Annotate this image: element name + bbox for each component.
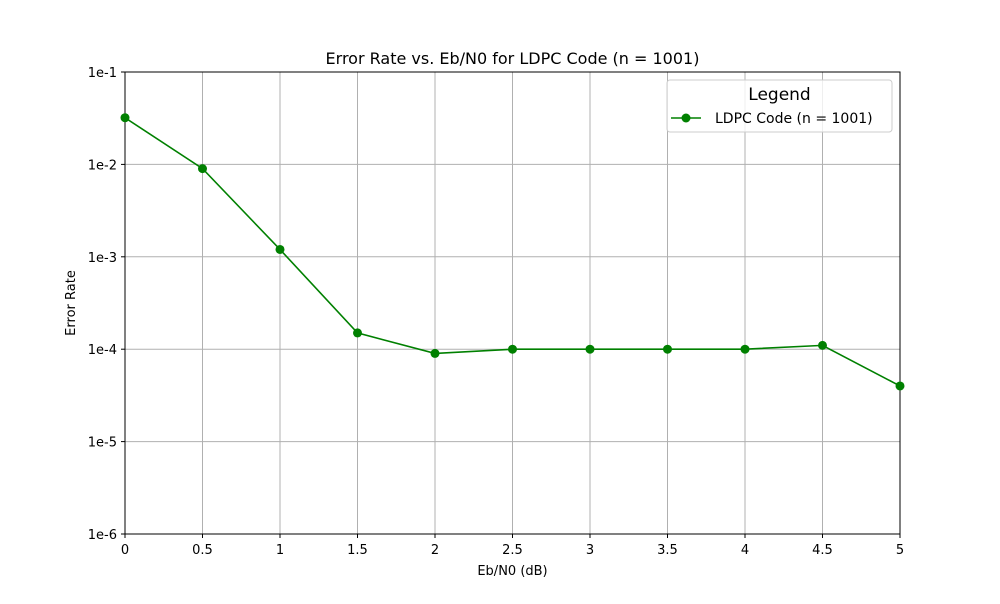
y-tick-label: 1e-1 — [88, 66, 117, 81]
data-point — [430, 348, 440, 358]
legend-entry-label: LDPC Code (n = 1001) — [715, 111, 873, 127]
x-tick-label: 3 — [586, 543, 594, 558]
legend-title: Legend — [748, 85, 810, 105]
x-axis-ticks: 0 0.5 1 1.5 2 2.5 3 3.5 4 4.5 5 — [121, 534, 904, 558]
data-point — [120, 113, 130, 123]
x-tick-label: 0 — [121, 543, 129, 558]
data-point — [740, 344, 750, 354]
x-tick-label: 1.5 — [347, 543, 368, 558]
legend: Legend LDPC Code (n = 1001) — [666, 79, 893, 133]
x-tick-label: 4 — [741, 543, 749, 558]
y-tick-label: 1e-5 — [88, 436, 117, 451]
y-tick-label: 1e-2 — [88, 158, 117, 173]
x-tick-label: 5 — [896, 543, 904, 558]
data-point — [585, 344, 595, 354]
x-tick-label: 2 — [431, 543, 439, 558]
x-tick-label: 1 — [276, 543, 284, 558]
x-tick-label: 2.5 — [502, 543, 523, 558]
grid — [124, 71, 901, 535]
data-point — [275, 244, 285, 254]
legend-marker-swatch — [681, 113, 691, 123]
data-point — [508, 344, 517, 354]
x-tick-label: 4.5 — [812, 543, 833, 558]
x-tick-label: 3.5 — [657, 543, 678, 558]
data-point — [895, 381, 905, 391]
series-layer — [120, 113, 905, 391]
y-axis-label: Error Rate — [64, 270, 79, 336]
data-point — [198, 164, 207, 174]
y-tick-label: 1e-4 — [88, 343, 117, 358]
chart-title: Error Rate vs. Eb/N0 for LDPC Code (n = … — [326, 49, 700, 68]
data-point — [663, 344, 672, 354]
x-axis-label: Eb/N0 (dB) — [477, 564, 547, 579]
legend-box — [666, 79, 893, 133]
y-tick-label: 1e-3 — [88, 251, 117, 266]
data-point — [353, 328, 362, 338]
y-axis-ticks: 1e-1 1e-2 1e-3 1e-4 1e-5 1e-6 — [88, 66, 125, 543]
y-tick-label: 1e-6 — [88, 528, 117, 543]
x-tick-label: 0.5 — [192, 543, 213, 558]
data-point — [818, 340, 827, 350]
